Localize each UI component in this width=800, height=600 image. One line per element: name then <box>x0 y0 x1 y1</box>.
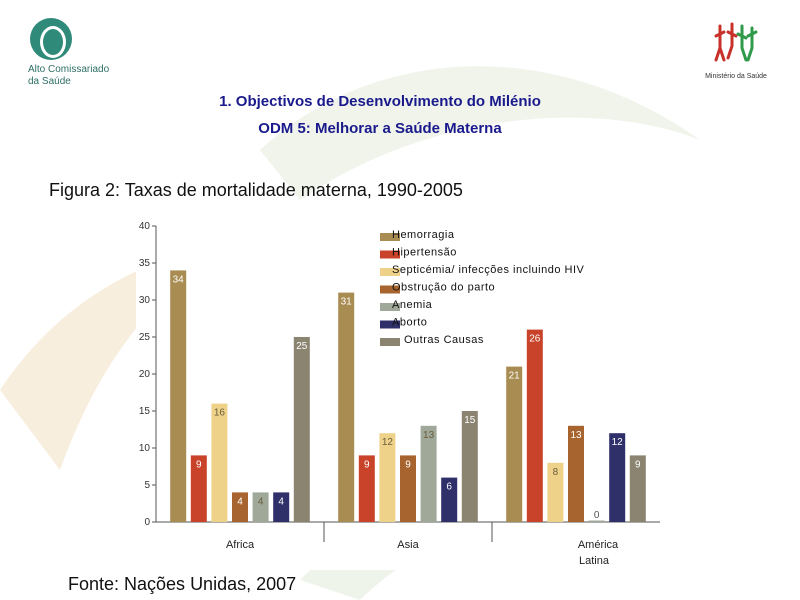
bar-value-label: 4 <box>278 496 284 507</box>
bar-value-label: 31 <box>341 297 353 308</box>
ministry-figures-icon <box>714 22 758 62</box>
bar <box>441 477 458 522</box>
bar-value-label: 15 <box>464 415 476 426</box>
health-emblem-icon <box>30 18 72 60</box>
bar <box>293 337 310 522</box>
bar-value-label: 12 <box>382 437 394 448</box>
bar <box>568 425 584 522</box>
bar <box>588 520 605 522</box>
legend-swatch <box>380 320 400 329</box>
source-note: Fonte: Nações Unidas, 2007 <box>68 574 297 594</box>
left-logo-line2: da Saúde <box>28 76 71 87</box>
legend-label: Obstrução do parto <box>392 282 495 294</box>
legend-label: Hipertensão <box>392 247 457 259</box>
legend-swatch <box>380 338 400 346</box>
bar-value-label: 34 <box>173 274 185 285</box>
left-logo-line1: Alto Comissariado <box>28 64 110 75</box>
legend-swatch <box>380 268 400 276</box>
y-tick-label: 25 <box>139 332 151 343</box>
bar <box>609 433 626 522</box>
bar <box>190 455 207 522</box>
legend-swatch <box>380 285 400 294</box>
bar-value-label: 12 <box>612 437 624 448</box>
bar-value-label: 4 <box>258 496 264 507</box>
bar-value-label: 16 <box>214 408 226 419</box>
bar-value-label: 9 <box>364 459 370 470</box>
y-tick-label: 20 <box>139 369 151 380</box>
page-title-line1: 1. Objectivos de Desenvolvimento do Milé… <box>219 93 541 110</box>
bar-value-label: 13 <box>423 430 435 441</box>
category-label: Latina <box>579 555 610 567</box>
legend-swatch <box>380 250 400 259</box>
legend-label: Septicémia/ infecções incluindo HIV <box>392 264 585 276</box>
y-tick-label: 40 <box>139 221 151 232</box>
bar-value-label: 25 <box>296 341 308 352</box>
bar-value-label: 4 <box>237 496 243 507</box>
figure-caption: Figura 2: Taxas de mortalidade materna, … <box>49 180 463 200</box>
page-title-line2: ODM 5: Melhorar a Saúde Materna <box>258 120 502 137</box>
bar <box>400 455 416 522</box>
alto-comissariado-logo: Alto Comissariado da Saúde <box>28 18 148 88</box>
bar <box>379 433 396 522</box>
y-tick-label: 35 <box>139 258 151 269</box>
legend-label: Hemorragia <box>392 229 455 241</box>
bar-value-label: 0 <box>594 510 600 521</box>
bar-value-label: 13 <box>570 430 582 441</box>
bar <box>547 462 564 522</box>
bar <box>420 425 437 522</box>
bar <box>358 455 375 522</box>
bar-value-label: 26 <box>529 334 541 345</box>
bar <box>252 492 269 522</box>
y-tick-label: 5 <box>144 480 150 491</box>
bar <box>506 366 523 522</box>
y-tick-label: 10 <box>139 443 151 454</box>
category-label: América <box>578 539 619 551</box>
legend-label: Anemia <box>392 299 433 311</box>
bar-value-label: 9 <box>405 459 411 470</box>
bar <box>338 292 355 522</box>
y-tick-label: 15 <box>139 406 151 417</box>
bar <box>211 403 228 522</box>
bar <box>526 329 543 522</box>
bar <box>629 455 646 522</box>
bar <box>232 492 248 522</box>
chart-panel: 0 5 10 15 20 25 30 35 40 34 9 16 4 4 4 25 Africa 31 9 12 9 13… <box>136 216 664 570</box>
bar-value-label: 6 <box>446 482 452 493</box>
bar-value-label: 21 <box>509 371 521 382</box>
category-label: Africa <box>226 539 255 551</box>
y-tick-label: 0 <box>144 517 150 528</box>
bar-value-label: 8 <box>553 467 559 478</box>
y-tick-label: 30 <box>139 295 151 306</box>
bar <box>461 411 478 522</box>
bar <box>170 270 187 522</box>
legend-label: Aborto <box>392 317 427 329</box>
ministerio-saude-logo: Ministério da Saúde <box>694 18 778 80</box>
bar-value-label: 9 <box>196 459 202 470</box>
right-logo-text: Ministério da Saúde <box>705 73 767 80</box>
bar <box>273 492 290 522</box>
bar-value-label: 9 <box>635 459 641 470</box>
legend-swatch <box>380 233 400 241</box>
bar-chart: 0 5 10 15 20 25 30 35 40 34 9 16 4 4 4 25 Africa 31 9 12 9 13… <box>139 221 660 567</box>
legend-label: Outras Causas <box>404 334 484 346</box>
legend-swatch <box>380 303 400 311</box>
category-label: Asia <box>397 539 419 551</box>
